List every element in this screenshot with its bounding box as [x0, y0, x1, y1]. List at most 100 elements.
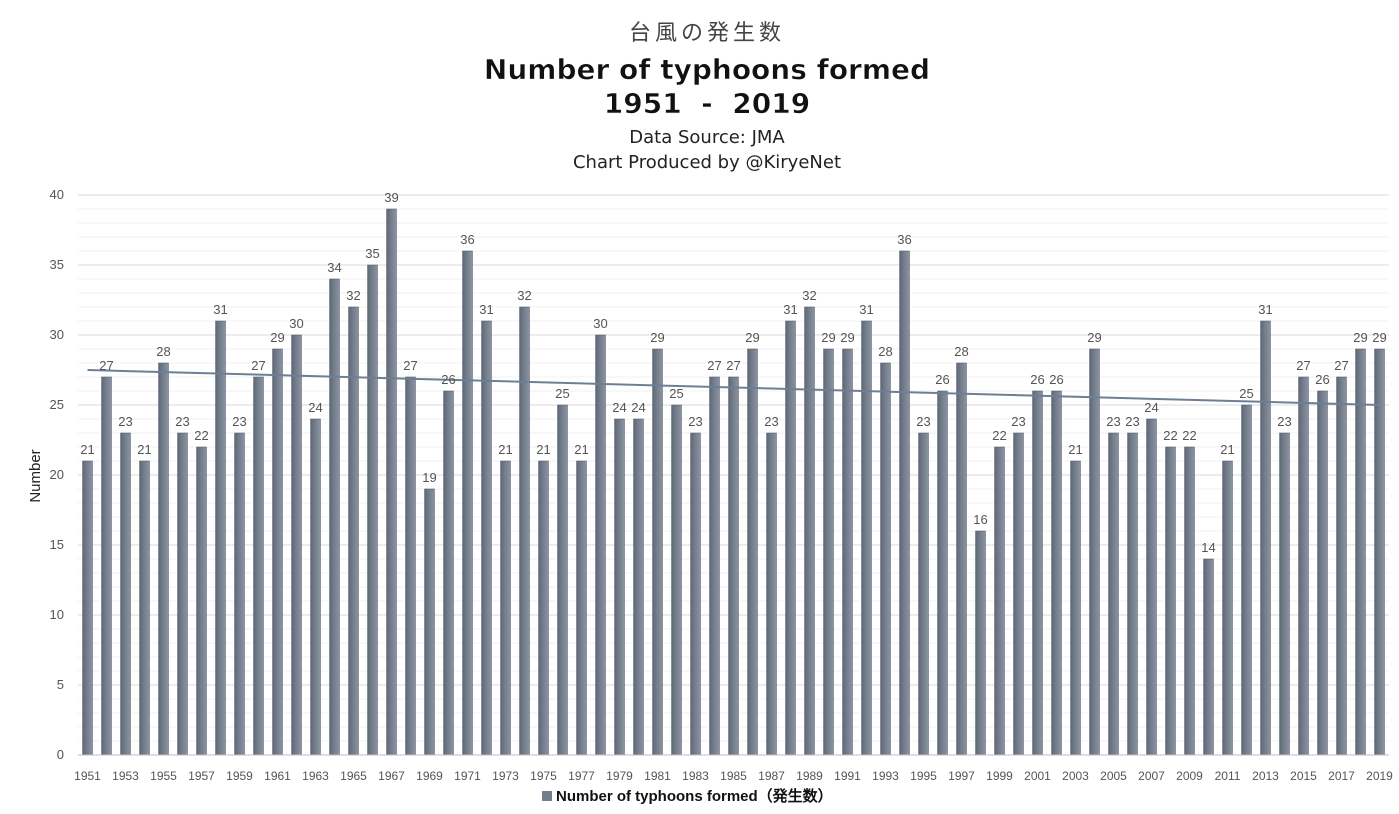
- data-label-1992: 31: [859, 302, 873, 317]
- bar-1993: [880, 362, 891, 756]
- bar-1985: [728, 376, 739, 756]
- data-label-1977: 21: [574, 442, 588, 457]
- x-tick-2003: 2003: [1062, 769, 1089, 783]
- data-label-1984: 27: [707, 358, 721, 373]
- data-label-1998: 16: [973, 512, 987, 527]
- bar-1994: [899, 250, 910, 756]
- bar-1955: [158, 362, 169, 756]
- bar-1976: [557, 404, 568, 756]
- data-label-1964: 34: [327, 260, 341, 275]
- bar-2008: [1165, 446, 1176, 756]
- bar-1987: [766, 432, 777, 756]
- bar-1970: [443, 390, 454, 756]
- chart-period: 1951 - 2019: [604, 87, 810, 120]
- data-label-2013: 31: [1258, 302, 1272, 317]
- data-label-2002: 26: [1049, 372, 1063, 387]
- bar-1973: [500, 460, 511, 756]
- bar-1980: [633, 418, 644, 756]
- bar-1991: [842, 348, 853, 756]
- x-tick-1985: 1985: [720, 769, 747, 783]
- data-label-2001: 26: [1030, 372, 1044, 387]
- bar-1979: [614, 418, 625, 756]
- x-tick-1997: 1997: [948, 769, 975, 783]
- x-tick-1963: 1963: [302, 769, 329, 783]
- bar-2013: [1260, 320, 1271, 756]
- data-label-1971: 36: [460, 232, 474, 247]
- x-tick-2013: 2013: [1252, 769, 1279, 783]
- bar-1962: [291, 334, 302, 756]
- data-label-1987: 23: [764, 414, 778, 429]
- data-label-1954: 21: [137, 442, 151, 457]
- data-label-1965: 32: [346, 288, 360, 303]
- data-label-1969: 19: [422, 470, 436, 485]
- bar-1958: [215, 320, 226, 756]
- data-label-1975: 21: [536, 442, 550, 457]
- x-tick-1979: 1979: [606, 769, 633, 783]
- x-tick-1961: 1961: [264, 769, 291, 783]
- x-tick-1957: 1957: [188, 769, 215, 783]
- data-label-1960: 27: [251, 358, 265, 373]
- data-label-2008: 22: [1163, 428, 1177, 443]
- data-label-2011: 21: [1220, 442, 1234, 457]
- data-label-1958: 31: [213, 302, 227, 317]
- bar-1957: [196, 446, 207, 756]
- x-tick-1991: 1991: [834, 769, 861, 783]
- chart-credit: Chart Produced by @KiryeNet: [573, 152, 841, 173]
- bar-2002: [1051, 390, 1062, 756]
- x-tick-1953: 1953: [112, 769, 139, 783]
- x-tick-1993: 1993: [872, 769, 899, 783]
- data-label-1978: 30: [593, 316, 607, 331]
- bar-2019: [1374, 348, 1385, 756]
- data-label-1956: 23: [175, 414, 189, 429]
- x-tick-1965: 1965: [340, 769, 367, 783]
- data-label-1961: 29: [270, 330, 284, 345]
- bar-1996: [937, 390, 948, 756]
- data-label-1996: 26: [935, 372, 949, 387]
- data-label-2006: 23: [1125, 414, 1139, 429]
- data-label-1982: 25: [669, 386, 683, 401]
- data-label-1959: 23: [232, 414, 246, 429]
- x-tick-1951: 1951: [74, 769, 101, 783]
- x-tick-2001: 2001: [1024, 769, 1051, 783]
- bar-1975: [538, 460, 549, 756]
- data-label-1979: 24: [612, 400, 626, 415]
- data-label-2019: 29: [1372, 330, 1386, 345]
- x-tick-2007: 2007: [1138, 769, 1165, 783]
- data-label-1972: 31: [479, 302, 493, 317]
- bars: [82, 208, 1385, 756]
- bar-2007: [1146, 418, 1157, 756]
- x-tick-1977: 1977: [568, 769, 595, 783]
- data-label-1988: 31: [783, 302, 797, 317]
- data-label-1989: 32: [802, 288, 816, 303]
- bar-1997: [956, 362, 967, 756]
- data-label-1951: 21: [80, 442, 94, 457]
- bar-1982: [671, 404, 682, 756]
- bar-1954: [139, 460, 150, 756]
- legend: Number of typhoons formed（発生数）: [542, 787, 833, 805]
- bar-1983: [690, 432, 701, 756]
- data-label-2004: 29: [1087, 330, 1101, 345]
- data-labels: 21 27 23 21 28 23 22 31 23 27 29 30 24 34 32 35 39 27 19 26…: [80, 190, 1386, 555]
- bar-2014: [1279, 432, 1290, 756]
- x-tick-1969: 1969: [416, 769, 443, 783]
- bar-1992: [861, 320, 872, 756]
- x-tick-1955: 1955: [150, 769, 177, 783]
- bar-1981: [652, 348, 663, 756]
- chart-title-japanese: 台風の発生数: [629, 21, 785, 46]
- bar-2005: [1108, 432, 1119, 756]
- data-label-2017: 27: [1334, 358, 1348, 373]
- data-label-1981: 29: [650, 330, 664, 345]
- x-tick-1983: 1983: [682, 769, 709, 783]
- bar-1963: [310, 418, 321, 756]
- bar-1995: [918, 432, 929, 756]
- data-label-1980: 24: [631, 400, 645, 415]
- data-label-1997: 28: [954, 344, 968, 359]
- y-tick-label: 40: [50, 187, 64, 202]
- bar-1986: [747, 348, 758, 756]
- legend-label: Number of typhoons formed（発生数）: [556, 787, 833, 805]
- bar-1968: [405, 376, 416, 756]
- data-label-1991: 29: [840, 330, 854, 345]
- data-label-1985: 27: [726, 358, 740, 373]
- data-label-2005: 23: [1106, 414, 1120, 429]
- data-label-2009: 22: [1182, 428, 1196, 443]
